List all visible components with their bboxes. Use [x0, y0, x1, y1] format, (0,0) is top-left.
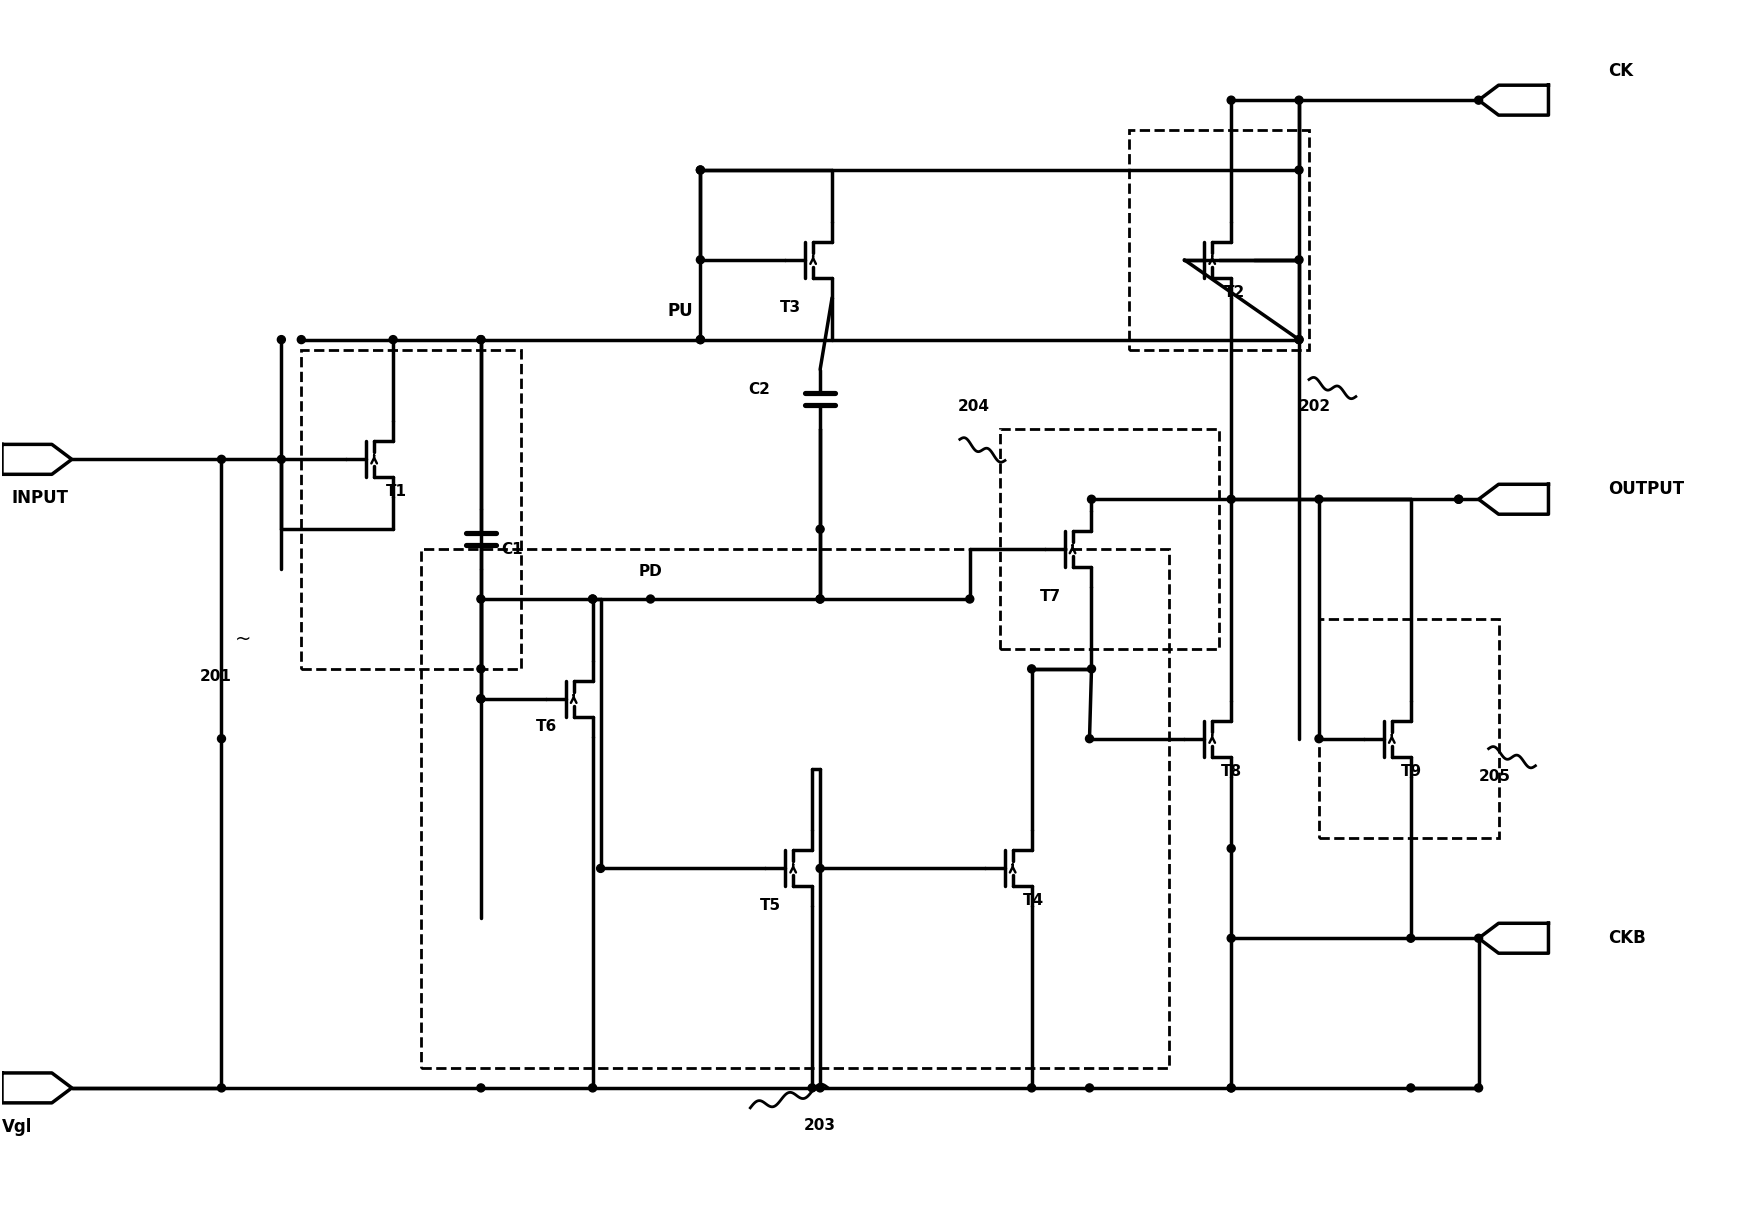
- Circle shape: [476, 664, 485, 673]
- Text: 201: 201: [199, 669, 232, 684]
- Circle shape: [1475, 96, 1482, 104]
- Polygon shape: [1479, 85, 1549, 115]
- Circle shape: [696, 166, 705, 174]
- Circle shape: [1296, 335, 1303, 344]
- Text: Vgl: Vgl: [2, 1118, 33, 1136]
- Text: PD: PD: [638, 564, 663, 579]
- Circle shape: [816, 1084, 825, 1092]
- Text: T6: T6: [535, 719, 556, 734]
- Polygon shape: [1479, 484, 1549, 514]
- Circle shape: [1228, 1084, 1235, 1092]
- Circle shape: [1454, 495, 1463, 503]
- Circle shape: [476, 595, 485, 603]
- Circle shape: [1228, 495, 1235, 503]
- Circle shape: [1228, 96, 1235, 104]
- Circle shape: [218, 735, 225, 742]
- Circle shape: [296, 335, 305, 344]
- Text: 204: 204: [957, 400, 991, 414]
- Circle shape: [1296, 166, 1303, 174]
- Circle shape: [1296, 335, 1303, 344]
- Text: OUTPUT: OUTPUT: [1608, 480, 1685, 499]
- Circle shape: [476, 1084, 485, 1092]
- Circle shape: [816, 595, 825, 603]
- Text: INPUT: INPUT: [12, 489, 70, 507]
- Circle shape: [816, 864, 825, 873]
- Circle shape: [476, 695, 485, 703]
- Text: PU: PU: [668, 301, 694, 319]
- Circle shape: [1475, 1084, 1482, 1092]
- Circle shape: [1475, 934, 1482, 942]
- Circle shape: [1027, 1084, 1036, 1092]
- Circle shape: [476, 335, 485, 344]
- Circle shape: [1315, 735, 1324, 742]
- Text: T1: T1: [385, 484, 406, 500]
- Text: C1: C1: [501, 541, 523, 557]
- Circle shape: [696, 335, 705, 344]
- Circle shape: [647, 595, 654, 603]
- Circle shape: [1454, 495, 1463, 503]
- Text: ~: ~: [235, 629, 251, 649]
- Circle shape: [1228, 1084, 1235, 1092]
- Text: 205: 205: [1479, 769, 1510, 784]
- Circle shape: [1085, 735, 1093, 742]
- Circle shape: [966, 595, 973, 603]
- Text: T4: T4: [1022, 894, 1043, 908]
- Circle shape: [589, 595, 596, 603]
- Circle shape: [218, 456, 225, 463]
- Circle shape: [1407, 934, 1414, 942]
- Text: C2: C2: [748, 382, 771, 397]
- Text: 202: 202: [1299, 400, 1331, 414]
- Circle shape: [1296, 256, 1303, 263]
- Circle shape: [696, 166, 705, 174]
- Circle shape: [596, 864, 605, 873]
- Circle shape: [1315, 495, 1324, 503]
- Text: 203: 203: [804, 1118, 835, 1132]
- Text: T9: T9: [1400, 763, 1421, 779]
- Polygon shape: [2, 1073, 72, 1103]
- Circle shape: [277, 456, 286, 463]
- Circle shape: [1296, 96, 1303, 104]
- Polygon shape: [2, 445, 72, 474]
- Text: CKB: CKB: [1608, 929, 1646, 947]
- Circle shape: [696, 335, 705, 344]
- Text: T5: T5: [760, 898, 781, 913]
- Circle shape: [389, 335, 398, 344]
- Circle shape: [589, 1084, 596, 1092]
- Circle shape: [476, 695, 485, 703]
- Text: T8: T8: [1221, 763, 1242, 779]
- Polygon shape: [1479, 923, 1549, 953]
- Circle shape: [1088, 495, 1095, 503]
- Circle shape: [1228, 845, 1235, 852]
- Text: T2: T2: [1224, 285, 1245, 300]
- Circle shape: [807, 1084, 816, 1092]
- Text: T7: T7: [1039, 589, 1060, 605]
- Circle shape: [589, 595, 596, 603]
- Circle shape: [1088, 664, 1095, 673]
- Text: CK: CK: [1608, 62, 1634, 80]
- Circle shape: [816, 595, 825, 603]
- Circle shape: [1027, 664, 1036, 673]
- Circle shape: [816, 525, 825, 533]
- Text: T3: T3: [780, 300, 800, 315]
- Circle shape: [476, 335, 485, 344]
- Circle shape: [1085, 1084, 1093, 1092]
- Circle shape: [218, 1084, 225, 1092]
- Circle shape: [1228, 934, 1235, 942]
- Circle shape: [277, 335, 286, 344]
- Circle shape: [1407, 1084, 1414, 1092]
- Circle shape: [696, 256, 705, 263]
